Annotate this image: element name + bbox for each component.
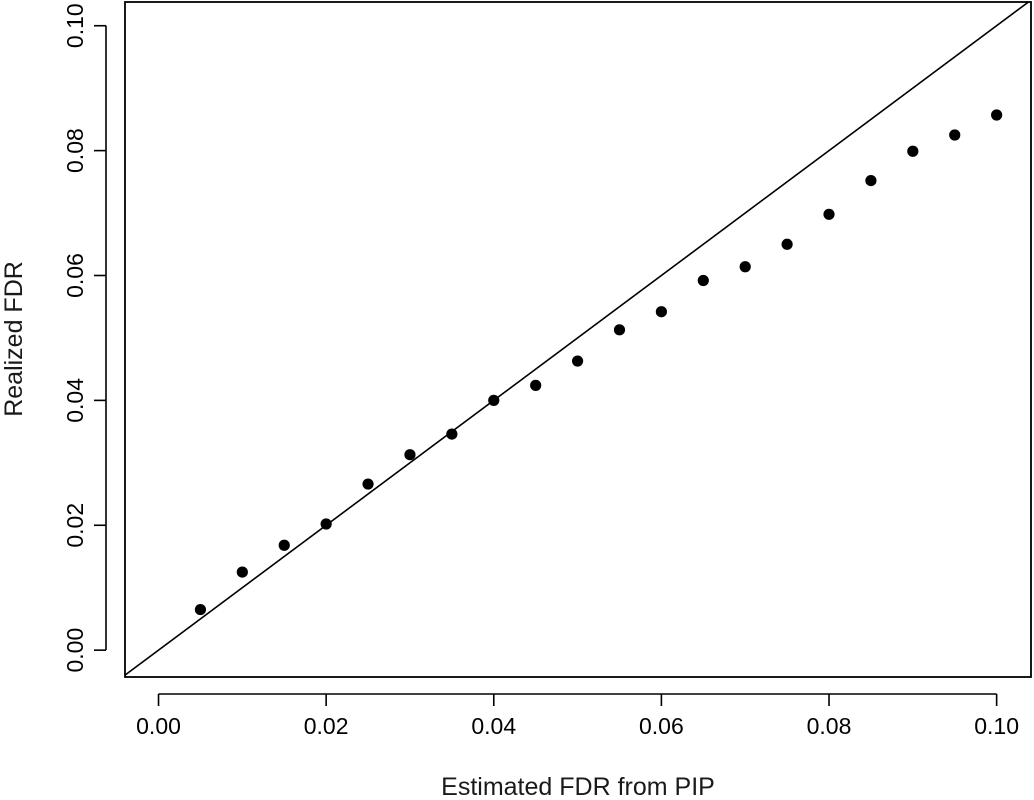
data-point [613, 324, 626, 336]
y-tick-label: 0.06 [62, 253, 88, 298]
data-point [865, 174, 877, 187]
x-tick-label: 0.10 [974, 713, 1019, 739]
plot-frame [124, 1, 1032, 678]
data-point [739, 261, 751, 273]
x-axis: 0.00 0.02 0.04 0.06 0.08 0.10 [136, 693, 1019, 739]
y-axis: 0.00 0.02 0.04 0.06 0.08 0.10 [62, 3, 107, 673]
data-point [991, 109, 1003, 121]
y-axis-title: Realized FDR [0, 261, 28, 417]
y-tick-label: 0.10 [62, 3, 88, 48]
x-tick-label: 0.02 [304, 713, 349, 739]
data-point [362, 478, 374, 490]
y-tick-label: 0.04 [62, 378, 88, 423]
data-point [194, 603, 207, 616]
y-tick-label: 0.00 [62, 628, 88, 673]
data-point [949, 129, 961, 141]
data-point [446, 428, 458, 440]
identity-reference-line [124, 1, 1029, 676]
data-point [655, 306, 667, 318]
x-tick-label: 0.00 [136, 713, 181, 739]
data-points [194, 109, 1003, 616]
data-point [571, 355, 584, 367]
data-point [404, 449, 416, 461]
data-point [697, 274, 709, 287]
data-point [823, 208, 835, 220]
x-tick-label: 0.06 [639, 713, 684, 739]
y-tick-label: 0.02 [62, 503, 88, 548]
x-tick-label: 0.08 [807, 713, 852, 739]
x-tick-label: 0.04 [471, 713, 516, 739]
data-point [530, 379, 542, 391]
data-point [488, 394, 500, 406]
x-axis-title: Estimated FDR from PIP [441, 773, 715, 800]
data-point [236, 566, 248, 578]
data-point [278, 539, 290, 551]
data-point [781, 238, 793, 250]
data-point [907, 145, 919, 157]
y-tick-label: 0.08 [62, 128, 88, 173]
data-point [320, 518, 332, 530]
